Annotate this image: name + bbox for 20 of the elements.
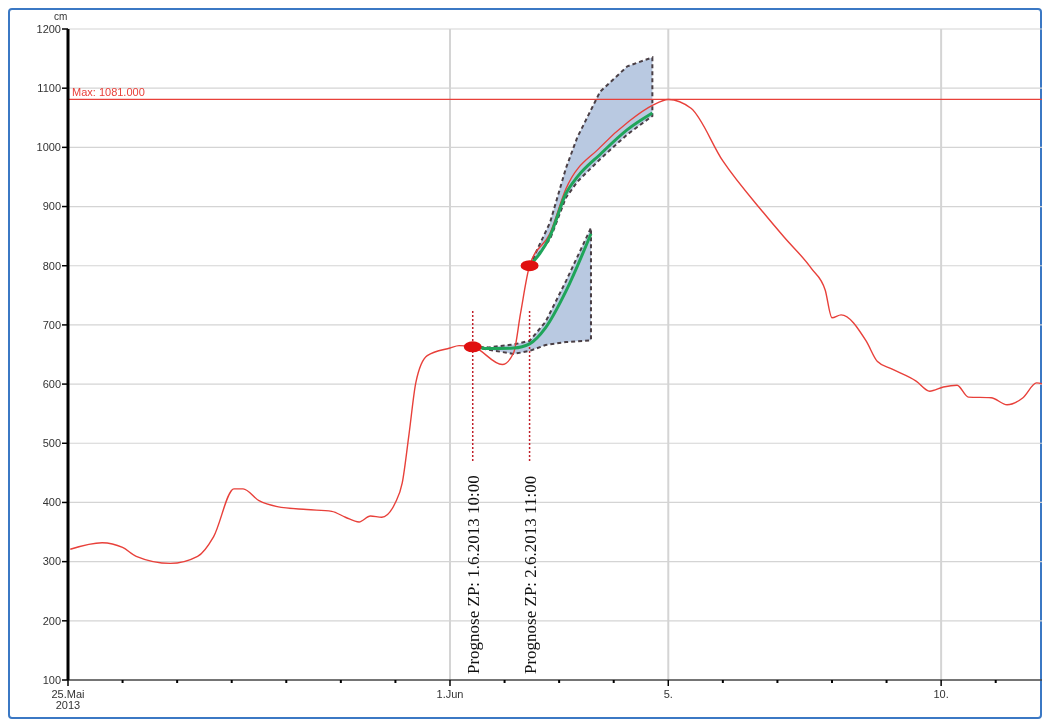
y-tick-label: 1100 bbox=[37, 82, 61, 95]
y-tick-label: 200 bbox=[42, 614, 61, 627]
x-tick-label: 1.Jun bbox=[436, 688, 464, 700]
y-tick-label: 900 bbox=[42, 200, 61, 213]
ref-line-label: Prognose ZP: 2.6.2013 11:00 bbox=[520, 475, 540, 674]
y-tick-label: 1200 bbox=[36, 22, 61, 35]
y-tick-label: 400 bbox=[42, 496, 61, 509]
ref-line-label: Max: 1081.000 bbox=[72, 86, 145, 99]
y-axis-title: cm bbox=[54, 11, 68, 22]
y-tick-label: 600 bbox=[42, 377, 61, 390]
ref-line-label: Prognose ZP: 1.6.2013 10:00 bbox=[463, 475, 483, 674]
y-tick-label: 1000 bbox=[36, 141, 61, 154]
x-tick-label: 10. bbox=[933, 688, 949, 700]
x-tick-label: 25.Mai 2013 bbox=[51, 688, 85, 711]
y-tick-label: 100 bbox=[42, 673, 61, 686]
y-tick-label: 800 bbox=[42, 259, 61, 272]
y-tick-label: 500 bbox=[42, 437, 61, 450]
y-tick-label: 700 bbox=[42, 318, 61, 331]
y-tick-label: 300 bbox=[42, 555, 61, 568]
x-tick-label: 5. bbox=[663, 688, 673, 700]
